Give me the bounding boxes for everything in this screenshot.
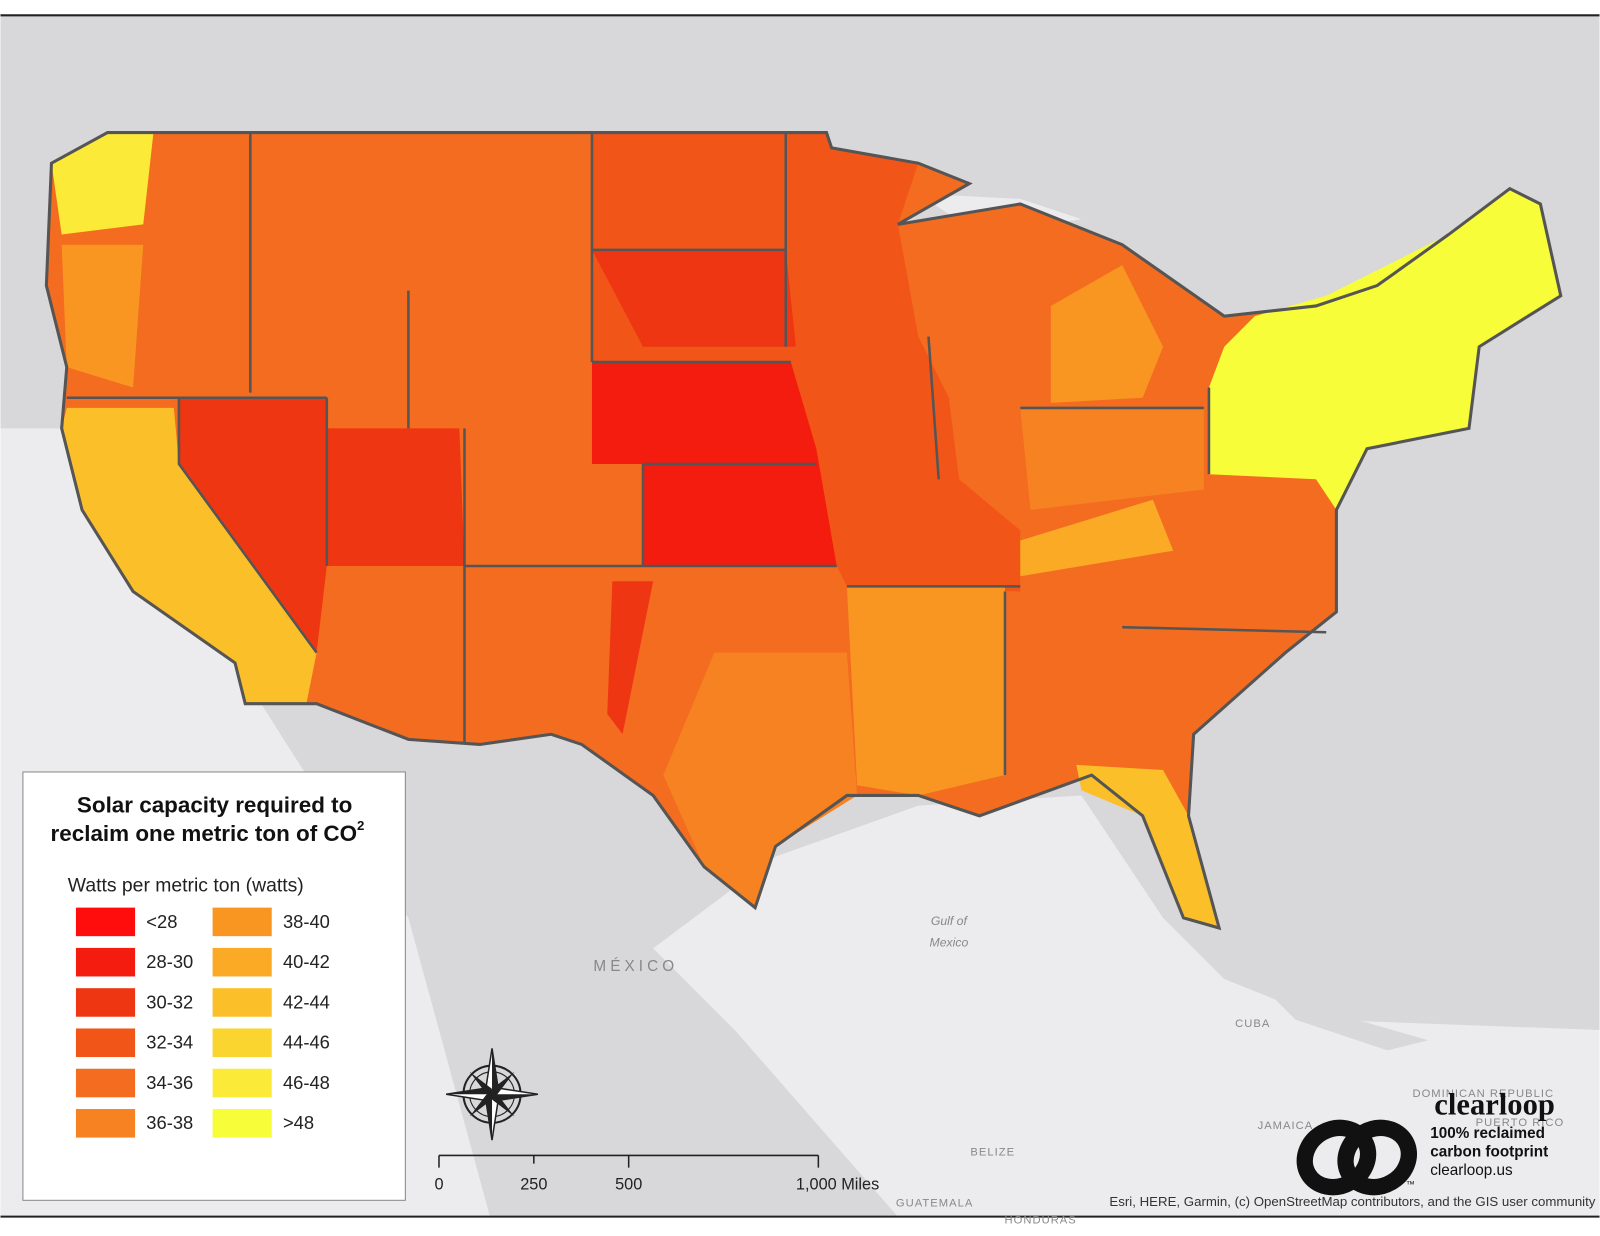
legend-label: <28 [146,911,177,932]
place-label: BELIZE [970,1146,1015,1158]
legend: Solar capacity required to reclaim one m… [51,793,365,1138]
legend-label: 44-46 [283,1032,330,1053]
logo-line: carbon footprint [1430,1143,1548,1160]
scale-label: 500 [615,1175,642,1193]
county-region [61,407,317,704]
us-regions [46,132,1561,929]
county-region [61,244,144,388]
scale-label: 250 [520,1175,547,1193]
county-region [1050,265,1164,403]
legend-superscript: 2 [357,818,364,833]
scale-bar: 0 250 500 1,000 Miles [434,1154,879,1193]
county-region [1076,764,1220,929]
place-labels: MÉXICO Gulf of Mexico CUBA BELIZE GUATEMALA JA… [593,914,1565,1227]
place-label: HONDURAS [1005,1215,1077,1227]
legend-swatch [75,1028,136,1058]
legend-swatch [212,988,272,1017]
scale-label: 1,000 Miles [796,1175,879,1193]
place-label: Mexico [930,936,969,950]
legend-label: 42-44 [283,991,330,1012]
legend-label: 30-32 [146,991,193,1012]
legend-swatch [212,947,272,977]
place-label: JAMAICA [1258,1120,1314,1132]
legend-title: Solar capacity required to [77,793,352,818]
place-label: MÉXICO [593,958,678,975]
county-region [846,586,1005,796]
county-region [1020,407,1204,510]
place-label: PUERTO RICO [1476,1117,1565,1129]
legend-label: 38-40 [283,911,330,932]
legend-swatch [212,1109,272,1138]
legend-label: 34-36 [146,1072,193,1093]
legend-label: 46-48 [283,1072,330,1093]
legend-label: 32-34 [146,1032,193,1053]
legend-title-line: reclaim one metric ton of CO [51,821,358,846]
logo-line: 100% reclaimed [1430,1125,1545,1142]
place-label: Gulf of [931,914,969,928]
legend-swatch [75,1109,136,1138]
logo: ™ clearloop 100% reclaimed carbon footpr… [1296,1088,1555,1196]
legend-title: reclaim one metric ton of CO2 [51,818,365,847]
logo-trademark: ™ [1406,1179,1415,1189]
county-region [591,249,796,347]
legend-label: 40-42 [283,951,330,972]
legend-swatch [75,1068,136,1098]
legend-swatch [75,907,136,937]
county-region [607,581,654,735]
legend-swatch [212,1068,272,1098]
attribution: Esri, HERE, Garmin, (c) OpenStreetMap co… [1109,1194,1595,1209]
legend-subtitle: Watts per metric ton (watts) [68,874,304,896]
legend-swatch [75,988,136,1017]
place-label: DOMINICAN REPUBLIC [1412,1088,1554,1100]
compass-rose [446,1048,539,1141]
gulf-of-mexico [653,795,1600,1217]
legend-label: 28-30 [146,951,193,972]
us-outline [44,131,1563,931]
legend-label: >48 [283,1112,314,1133]
place-label: CUBA [1235,1018,1270,1030]
county-region [51,132,154,235]
cuba [1275,999,1429,1051]
county-region [1020,499,1174,577]
legend-swatch [212,1028,272,1058]
county-region [178,397,465,653]
state-borders [66,132,1327,776]
legend-swatch [212,907,272,937]
scale-label: 0 [434,1175,443,1193]
county-region [1208,188,1561,510]
county-region [663,652,858,908]
logo-name: clearloop [1434,1088,1555,1122]
place-label: GUATEMALA [896,1197,973,1209]
legend-label: 36-38 [146,1112,193,1133]
legend-swatch [75,947,136,977]
logo-url: clearloop.us [1430,1162,1513,1179]
